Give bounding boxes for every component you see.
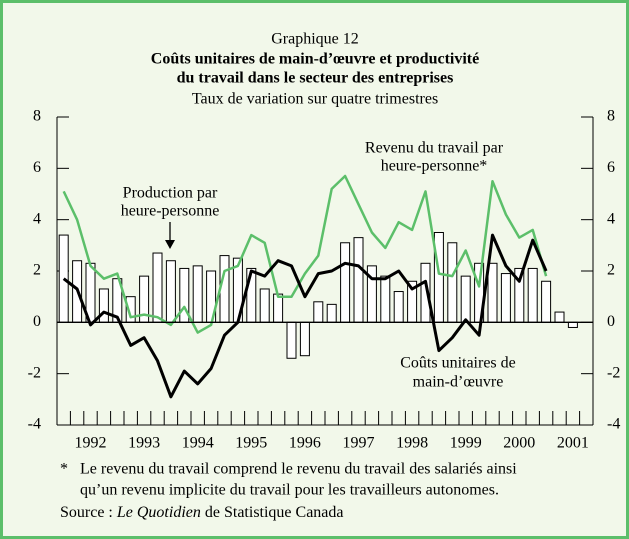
annotation: Production par (123, 185, 218, 202)
bar (433, 232, 444, 323)
source-prefix: Source : (60, 504, 113, 521)
kicker: Graphique 12 (271, 31, 359, 48)
x-tick-label: 1996 (289, 435, 321, 452)
bar (299, 321, 310, 357)
y2-tick-label: 8 (607, 108, 615, 125)
bar (286, 321, 297, 359)
footnote: qu’un revenu implicite du travail pour l… (80, 482, 499, 499)
annotation: heure-personne (121, 203, 220, 220)
bar (98, 288, 109, 323)
bar (393, 291, 404, 323)
y2-tick-label: 0 (607, 313, 615, 330)
x-tick-label: 1999 (450, 435, 482, 452)
x-tick-label: 1992 (75, 435, 107, 452)
bar (273, 293, 284, 323)
chart-title: du travail dans le secteur des entrepris… (177, 70, 454, 87)
arrow-head (165, 240, 175, 249)
y2-tick-label: 6 (607, 159, 615, 176)
bar (460, 275, 471, 323)
bar (353, 237, 364, 323)
x-tick-label: 1995 (235, 435, 267, 452)
x-tick-label: 2000 (503, 435, 535, 452)
x-tick-label: 1998 (396, 435, 428, 452)
bar (58, 234, 69, 323)
bar (541, 280, 552, 323)
line (62, 174, 548, 334)
y-tick-label: -2 (28, 364, 41, 381)
bar (487, 262, 498, 323)
source-title: Le Quotidien (116, 504, 201, 521)
source: Source : Le Quotidien de Statistique Can… (60, 504, 344, 521)
chart-title: Coûts unitaires de main-d’œuvre et produ… (151, 51, 479, 68)
x-tick-label: 2001 (557, 435, 589, 452)
bar (500, 273, 511, 323)
y2-tick-label: 4 (607, 210, 615, 227)
bar (313, 301, 324, 323)
y-tick-label: -4 (28, 416, 41, 433)
bar (152, 252, 163, 323)
bar (219, 255, 230, 323)
y2-tick-label: -4 (607, 416, 620, 433)
y2-tick-label: 2 (607, 262, 615, 279)
bar (326, 303, 337, 323)
y-tick-label: 4 (33, 210, 41, 227)
x-tick-label: 1997 (343, 435, 375, 452)
bar (447, 242, 458, 323)
bar (380, 275, 391, 323)
annotation: main-d’œuvre (413, 374, 504, 391)
footnote-mark: * (60, 461, 68, 478)
bar (165, 260, 176, 323)
annotation: heure-personne* (381, 158, 488, 175)
y-tick-label: 8 (33, 108, 41, 125)
subtitle: Taux de variation sur quatre trimestres (192, 91, 438, 108)
x-tick-label: 1994 (182, 435, 214, 452)
y-tick-label: 0 (33, 313, 41, 330)
source-suffix: de Statistique Canada (205, 504, 344, 521)
x-tick-label: 1993 (128, 435, 160, 452)
bar (259, 288, 270, 323)
bar (567, 321, 578, 328)
bar (554, 311, 565, 323)
bar (192, 265, 203, 323)
annotation: Revenu du travail par (365, 140, 504, 157)
y2-tick-label: -2 (607, 364, 620, 381)
line (62, 233, 548, 399)
footnote: Le revenu du travail comprend le revenu … (80, 461, 517, 478)
y-tick-label: 6 (33, 159, 41, 176)
bar (340, 242, 351, 323)
bar (527, 267, 538, 323)
annotation: Coûts unitaires de (400, 355, 516, 372)
y-tick-label: 2 (33, 262, 41, 279)
